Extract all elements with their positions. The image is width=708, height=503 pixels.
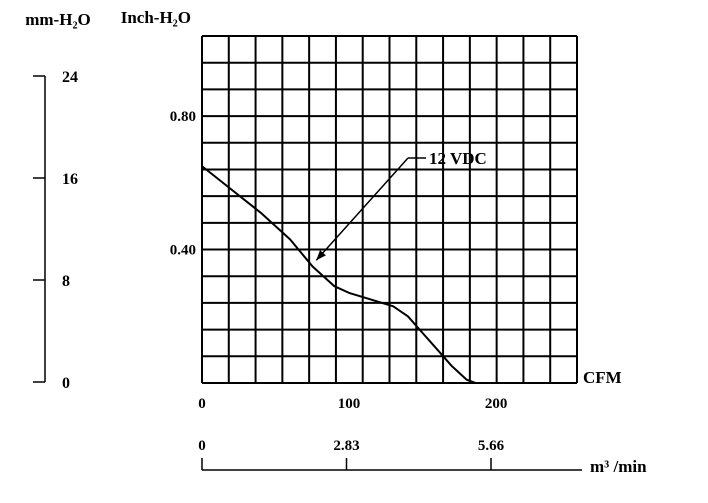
labels-layer: 12 VDC Inch-H₂O CFM 0.40 0.80 0 100 200 0 8 16 24 mm…	[25, 8, 647, 476]
secondary-x-tick-label: 2.83	[333, 438, 359, 454]
y-tick-label: 0.80	[170, 109, 196, 125]
x-tick-label: 0	[198, 396, 206, 412]
secondary-y-tick-label: 8	[62, 273, 70, 290]
y-tick-label: 0.40	[170, 243, 196, 259]
axes-layer	[33, 75, 582, 471]
annotation-arrowhead	[316, 250, 326, 261]
secondary-y-tick-label: 16	[62, 171, 78, 188]
secondary-y-axis-label: mm-H₂O	[25, 10, 91, 29]
plot-grid	[201, 35, 578, 384]
secondary-x-tick-label: 0	[198, 438, 206, 454]
x-axis-label: CFM	[583, 368, 622, 387]
annotation-arrow-line	[315, 157, 409, 261]
secondary-y-tick-label: 24	[62, 69, 78, 86]
secondary-x-axis-label: m³ /min	[590, 457, 647, 476]
curves-layer	[201, 157, 476, 384]
series-line-12vdc	[201, 165, 476, 384]
annotation-label: 12 VDC	[429, 149, 487, 168]
x-tick-label: 200	[485, 396, 508, 412]
x-tick-label: 100	[338, 396, 361, 412]
y-axis-label: Inch-H₂O	[121, 8, 191, 27]
secondary-x-tick-label: 5.66	[478, 438, 505, 454]
secondary-y-tick-label: 0	[62, 375, 70, 392]
